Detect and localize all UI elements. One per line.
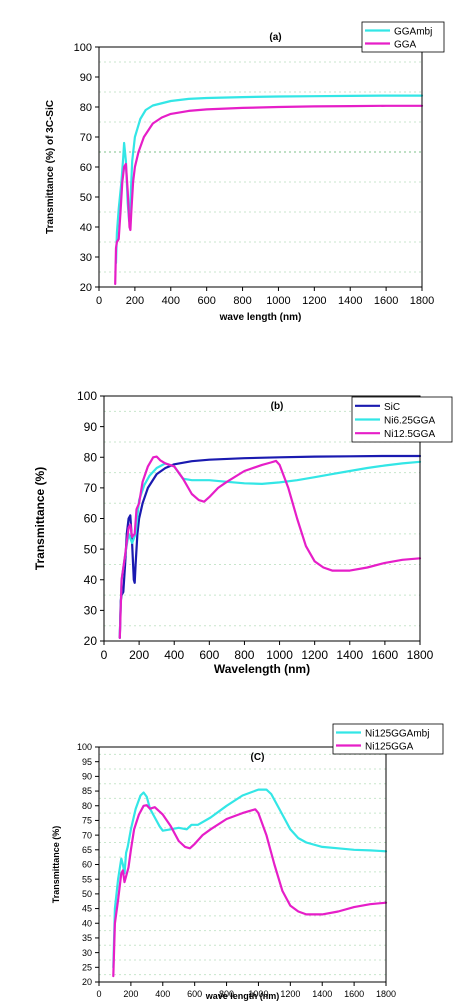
x-tick-label: 1600 bbox=[374, 295, 398, 307]
y-tick-label: 50 bbox=[80, 192, 92, 204]
y-tick-label: 95 bbox=[82, 757, 92, 767]
series-line bbox=[118, 460, 422, 636]
series-line bbox=[114, 104, 424, 286]
y-tick-label: 45 bbox=[82, 904, 92, 914]
y-tick-label: 25 bbox=[82, 962, 92, 972]
x-axis-label: wave length (nm) bbox=[219, 312, 302, 323]
x-tick-label: 1800 bbox=[376, 989, 396, 999]
x-tick-label: 1600 bbox=[344, 989, 364, 999]
x-tick-label: 1200 bbox=[302, 295, 326, 307]
y-tick-label: 90 bbox=[84, 420, 98, 434]
legend-label: Ni125GGA bbox=[365, 742, 414, 753]
x-axis-label: Wavelength (nm) bbox=[214, 662, 310, 676]
plot-frame bbox=[98, 46, 423, 288]
legend-label: SiC bbox=[384, 402, 400, 413]
legend-label: Ni6.25GGA bbox=[384, 416, 435, 427]
x-tick-label: 800 bbox=[233, 295, 251, 307]
y-tick-label: 20 bbox=[82, 977, 92, 987]
chart-title: (b) bbox=[271, 401, 284, 412]
y-tick-label: 100 bbox=[77, 742, 92, 752]
x-tick-label: 200 bbox=[126, 295, 144, 307]
y-axis-label: Transmittance (%) bbox=[51, 826, 61, 904]
x-tick-label: 1000 bbox=[266, 295, 290, 307]
x-tick-label: 1400 bbox=[336, 648, 363, 662]
y-tick-label: 20 bbox=[84, 634, 98, 648]
legend: GGAmbj GGA bbox=[361, 21, 445, 53]
x-axis-label: wave length (nm) bbox=[205, 991, 280, 1001]
legend: SiC Ni6.25GGA Ni12.5GGA bbox=[351, 396, 453, 443]
y-tick-label: 40 bbox=[80, 222, 92, 234]
y-tick-label: 40 bbox=[84, 573, 98, 587]
y-tick-label: 50 bbox=[82, 889, 92, 899]
x-tick-label: 400 bbox=[155, 989, 170, 999]
y-tick-label: 30 bbox=[80, 252, 92, 264]
x-tick-label: 1200 bbox=[280, 989, 300, 999]
y-tick-label: 80 bbox=[82, 801, 92, 811]
legend-label: Ni12.5GGA bbox=[384, 429, 435, 440]
y-tick-label: 55 bbox=[82, 874, 92, 884]
series-line bbox=[114, 94, 424, 265]
y-tick-label: 40 bbox=[82, 918, 92, 928]
y-tick-label: 70 bbox=[80, 132, 92, 144]
legend-label: GGA bbox=[394, 40, 417, 51]
x-tick-label: 400 bbox=[164, 648, 184, 662]
y-tick-label: 85 bbox=[82, 786, 92, 796]
x-tick-label: 200 bbox=[123, 989, 138, 999]
y-tick-label: 80 bbox=[80, 102, 92, 114]
y-axis-label: Transmittance (%) of 3C-SiC bbox=[45, 100, 56, 234]
x-tick-label: 1800 bbox=[410, 295, 434, 307]
x-tick-label: 800 bbox=[219, 989, 234, 999]
x-tick-label: 600 bbox=[197, 295, 215, 307]
y-tick-label: 20 bbox=[80, 282, 92, 294]
y-tick-label: 90 bbox=[82, 772, 92, 782]
y-tick-label: 30 bbox=[84, 604, 98, 618]
legend: Ni125GGAmbj Ni125GGA bbox=[332, 723, 444, 755]
x-tick-label: 1600 bbox=[372, 648, 399, 662]
series-line bbox=[112, 804, 388, 978]
y-tick-label: 75 bbox=[82, 816, 92, 826]
y-tick-label: 100 bbox=[74, 42, 92, 54]
x-tick-label: 0 bbox=[96, 295, 102, 307]
y-tick-label: 70 bbox=[82, 830, 92, 840]
x-tick-label: 800 bbox=[234, 648, 254, 662]
y-tick-label: 100 bbox=[77, 389, 97, 403]
chart-title: (C) bbox=[251, 752, 265, 763]
y-tick-label: 80 bbox=[84, 450, 98, 464]
x-tick-label: 0 bbox=[96, 989, 101, 999]
x-tick-label: 600 bbox=[199, 648, 219, 662]
y-tick-label: 90 bbox=[80, 72, 92, 84]
x-tick-label: 0 bbox=[101, 648, 108, 662]
series-line bbox=[118, 455, 422, 639]
x-tick-label: 1000 bbox=[248, 989, 268, 999]
y-tick-label: 70 bbox=[84, 481, 98, 495]
plot-frame bbox=[103, 395, 421, 642]
legend-label: Ni125GGAmbj bbox=[365, 729, 429, 740]
y-tick-label: 60 bbox=[84, 512, 98, 526]
chart-title: (a) bbox=[269, 32, 281, 43]
y-tick-label: 65 bbox=[82, 845, 92, 855]
x-tick-label: 200 bbox=[129, 648, 149, 662]
x-tick-label: 1400 bbox=[312, 989, 332, 999]
y-axis-label: Transmittance (%) bbox=[33, 467, 47, 570]
x-tick-label: 1000 bbox=[266, 648, 293, 662]
y-tick-label: 30 bbox=[82, 948, 92, 958]
legend-box bbox=[332, 723, 444, 755]
plot-frame bbox=[98, 746, 387, 983]
legend-box bbox=[361, 21, 445, 53]
y-tick-label: 60 bbox=[80, 162, 92, 174]
y-tick-label: 60 bbox=[82, 860, 92, 870]
legend-label: GGAmbj bbox=[394, 27, 432, 38]
x-tick-label: 400 bbox=[162, 295, 180, 307]
y-tick-label: 50 bbox=[84, 542, 98, 556]
x-tick-label: 1800 bbox=[407, 648, 434, 662]
x-tick-label: 1400 bbox=[338, 295, 362, 307]
series-line bbox=[112, 788, 388, 969]
x-tick-label: 1200 bbox=[301, 648, 328, 662]
y-tick-label: 35 bbox=[82, 933, 92, 943]
x-tick-label: 600 bbox=[187, 989, 202, 999]
